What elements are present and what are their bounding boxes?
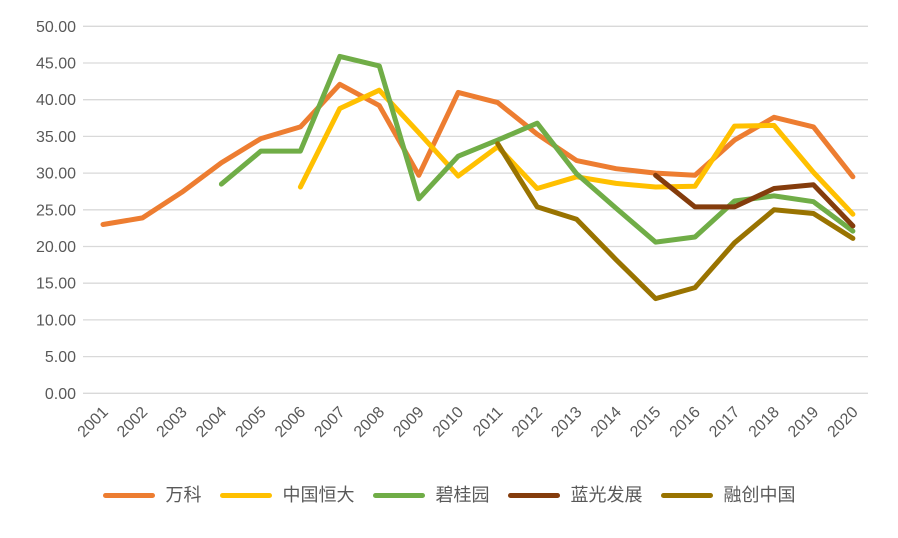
- x-axis-label: 2019: [785, 404, 822, 441]
- x-axis-label: 2017: [706, 404, 743, 441]
- legend-item-biguiyuan: 碧桂园: [372, 485, 490, 505]
- x-axis-label: 2001: [75, 404, 112, 441]
- legend-label: 碧桂园: [435, 485, 490, 505]
- x-axis-label: 2008: [351, 404, 388, 441]
- chart-plot-area: 0.00 5.00 10.00 15.00 20.00 25.00 30.00 35.00 40…: [36, 19, 868, 441]
- x-axis-label: 2015: [627, 404, 664, 441]
- legend-label: 万科: [165, 485, 202, 505]
- y-axis-label: 10.00: [36, 312, 76, 329]
- series-line-3: [653, 172, 856, 229]
- y-axis-label: 20.00: [36, 239, 76, 256]
- legend-label: 中国恒大: [282, 485, 355, 505]
- y-axis-label: 15.00: [36, 276, 76, 293]
- legend-item-languang: 蓝光发展: [507, 485, 643, 505]
- legend-item-hengda: 中国恒大: [219, 485, 355, 505]
- x-axis-label: 2006: [272, 404, 309, 441]
- y-axis-label: 30.00: [36, 166, 76, 183]
- series-line-4: [495, 141, 856, 302]
- x-axis-label: 2012: [509, 404, 546, 441]
- legend-label: 融创中国: [723, 485, 796, 505]
- y-axis-label: 50.00: [36, 19, 76, 36]
- y-axis-label: 0.00: [45, 386, 76, 403]
- series-line-0: [100, 81, 856, 227]
- x-axis-label: 2018: [746, 404, 783, 441]
- legend-swatch: [660, 492, 713, 498]
- legend-label: 蓝光发展: [570, 485, 643, 505]
- x-axis-label: 2004: [193, 404, 230, 441]
- series-lines: [100, 53, 856, 302]
- legend-item-rongchuang: 融创中国: [660, 485, 796, 505]
- chart-legend: 万科 中国恒大 碧桂园 蓝光发展 融创中国: [0, 486, 898, 504]
- y-axis-label: 40.00: [36, 92, 76, 109]
- x-axis-label: 2013: [548, 404, 585, 441]
- x-axis-label: 2016: [667, 404, 704, 441]
- legend-swatch: [219, 492, 272, 498]
- y-axis-labels: 0.00 5.00 10.00 15.00 20.00 25.00 30.00 35.00 40…: [36, 19, 76, 403]
- x-axis-label: 2009: [390, 404, 427, 441]
- legend-swatch: [372, 492, 425, 498]
- x-axis-label: 2005: [233, 404, 270, 441]
- x-axis-label: 2011: [470, 404, 506, 440]
- x-axis-label: 2002: [114, 404, 151, 441]
- y-axis-label: 5.00: [45, 349, 76, 366]
- x-axis-label: 2007: [311, 404, 348, 441]
- x-axis-label: 2003: [154, 404, 191, 441]
- x-axis-label: 2014: [588, 404, 625, 441]
- series-line-2: [218, 53, 856, 245]
- legend-item-wanke: 万科: [102, 485, 202, 505]
- legend-swatch: [102, 492, 155, 498]
- y-axis-label: 45.00: [36, 56, 76, 73]
- y-axis-label: 35.00: [36, 129, 76, 146]
- x-axis-labels: 2001 2002 2003 2004 2005 2006 2007 2008 2009 2010…: [75, 404, 862, 441]
- chart-svg: 0.00 5.00 10.00 15.00 20.00 25.00 30.00 35.00 40…: [36, 19, 868, 441]
- y-axis-label: 25.00: [36, 202, 76, 219]
- x-axis-label: 2010: [430, 404, 467, 441]
- gridlines: [83, 25, 868, 394]
- x-axis-label: 2020: [825, 404, 862, 441]
- legend-swatch: [507, 492, 560, 498]
